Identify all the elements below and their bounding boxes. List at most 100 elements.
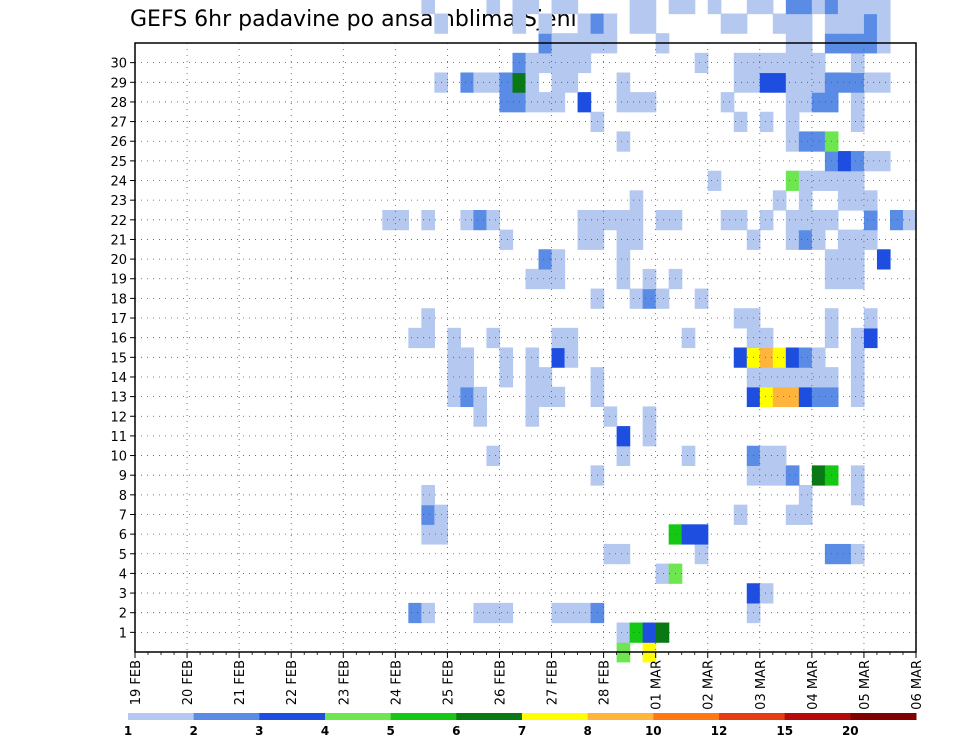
heatmap-cell-153 [395, 209, 409, 231]
heatmap-cell-194 [785, 131, 800, 152]
heatmap-cell-143 [616, 229, 631, 250]
heatmap-cell-77 [525, 367, 540, 388]
heatmap-cell-246 [694, 52, 709, 74]
heatmap-cell-230 [759, 72, 774, 93]
heatmap-cell-114 [421, 308, 435, 329]
heatmap-cell-187 [850, 170, 865, 191]
heatmap-cell-249 [759, 52, 774, 74]
x-tick-label-4: 23 FEB [337, 660, 352, 705]
x-tick-label-8: 27 FEB [546, 660, 561, 705]
heatmap-cell-300 [785, 0, 800, 15]
heatmap-cell-290 [525, 0, 540, 15]
heatmap-cell-12 [564, 602, 579, 624]
heatmap-cell-29 [681, 524, 696, 545]
heatmap-cell-41 [759, 465, 774, 486]
heatmap-cell-238 [863, 72, 878, 93]
colorbar-label-4: 4 [321, 724, 329, 738]
heatmap-cell-60 [460, 386, 475, 408]
heatmap-cell-4 [642, 622, 657, 643]
heatmap-cell-36 [421, 485, 435, 506]
heatmap-cell-301 [798, 0, 813, 15]
colorbar-label-6: 6 [452, 724, 460, 738]
x-tick-label-10: 01 MAR [650, 660, 665, 710]
heatmap-cell-24 [837, 543, 852, 565]
heatmap-cell-64 [551, 386, 566, 408]
heatmap-cell-131 [837, 268, 852, 290]
heatmap-cell-140 [499, 229, 514, 250]
heatmap-cell-122 [655, 288, 670, 309]
heatmap-cell-160 [603, 209, 618, 231]
heatmap-cells [382, 0, 917, 663]
heatmap-cell-44 [811, 465, 826, 486]
heatmap-cell-295 [668, 0, 683, 15]
plot-grid [135, 43, 916, 652]
heatmap-cell-184 [811, 170, 826, 191]
heatmap-cell-124 [525, 268, 540, 290]
heatmap-cell-78 [538, 367, 553, 388]
heatmap-cell-211 [642, 92, 657, 113]
heatmap-cell-152 [382, 209, 396, 231]
heatmap-cell-20 [603, 543, 618, 565]
heatmap-cell-203 [499, 92, 514, 113]
heatmap-cell-200 [759, 111, 774, 133]
heatmap-cell-170 [811, 209, 826, 231]
heatmap-cell-181 [707, 170, 722, 191]
y-tick-label-28: 28 [110, 96, 127, 111]
heatmap-cell-299 [759, 0, 774, 15]
heatmap-cell-125 [538, 268, 553, 290]
y-tick-label-23: 23 [110, 194, 127, 209]
colorbar-label-3: 3 [255, 724, 263, 738]
heatmap-cell-306 [863, 0, 878, 15]
heatmap-cell-139 [876, 249, 891, 270]
heatmap-cell-46 [850, 465, 865, 486]
heatmap-cell-206 [538, 92, 553, 113]
heatmap-cell-35 [798, 504, 813, 525]
heatmap-cell-224 [525, 72, 540, 93]
heatmap-cell-149 [837, 229, 852, 250]
heatmap-cell-293 [629, 0, 644, 15]
heatmap-cell-151 [863, 229, 878, 250]
colorbar-label-1: 1 [124, 724, 132, 738]
y-tick-label-6: 6 [119, 528, 127, 543]
heatmap-cell-213 [785, 92, 800, 113]
heatmap-cell-113 [863, 327, 878, 349]
y-tick-label-9: 9 [119, 469, 127, 484]
heatmap-cell-98 [785, 347, 800, 368]
heatmap-cell-75 [460, 367, 475, 388]
heatmap-cell-239 [876, 72, 891, 93]
y-tick-label-16: 16 [110, 332, 127, 347]
heatmap-cell-279 [772, 13, 787, 34]
heatmap-cell-8 [473, 602, 488, 624]
heatmap-cell-148 [811, 229, 826, 250]
heatmap-cell-199 [733, 111, 748, 133]
colorbar-swatch-5 [456, 713, 523, 720]
y-tick-label-1: 1 [119, 626, 127, 641]
heatmap-cell-193 [616, 131, 631, 152]
heatmap-cell-138 [850, 249, 865, 270]
colorbar-swatch-3 [325, 713, 392, 720]
heatmap-cell-228 [733, 72, 748, 93]
heatmap-cell-13 [577, 602, 592, 624]
x-tick-label-5: 24 FEB [389, 660, 404, 705]
heatmap-cell-54 [642, 426, 657, 447]
heatmap-cell-250 [772, 52, 787, 74]
heatmap-cell-277 [720, 13, 735, 34]
colorbar-swatch-2 [259, 713, 326, 720]
y-tick-label-15: 15 [110, 351, 127, 366]
heatmap-cell-163 [655, 209, 670, 231]
heatmap-cell-30 [694, 524, 709, 545]
heatmap-cell-25 [850, 543, 865, 565]
heatmap-cell-67 [759, 386, 774, 408]
heatmap-cell-281 [798, 13, 813, 34]
heatmap-cell-38 [850, 485, 865, 506]
heatmap-cell-47 [486, 445, 501, 466]
heatmap-cell-73 [850, 386, 865, 408]
heatmap-cell-179 [850, 190, 865, 211]
heatmap-cell-89 [460, 347, 475, 368]
heatmap-cell-251 [785, 52, 800, 74]
heatmap-cell-21 [616, 543, 631, 565]
heatmap-cell-106 [551, 327, 566, 349]
y-tick-label-11: 11 [110, 430, 127, 445]
heatmap-cell-285 [863, 13, 878, 34]
heatmap-cell-42 [772, 465, 787, 486]
